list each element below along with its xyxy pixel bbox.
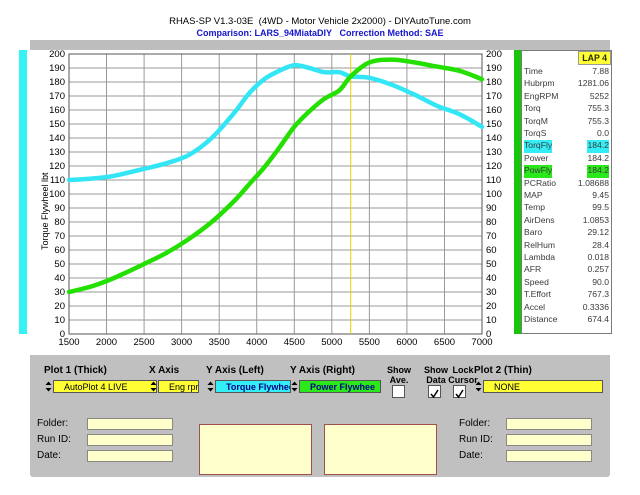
svg-text:5500: 5500 [359,337,380,348]
svg-text:100: 100 [486,189,502,200]
svg-text:200: 200 [49,49,65,60]
svg-text:20: 20 [486,301,497,312]
svg-text:160: 160 [486,105,502,116]
svg-text:90: 90 [486,203,497,214]
svg-text:190: 190 [49,63,65,74]
svg-text:190: 190 [486,63,502,74]
svg-text:180: 180 [49,77,65,88]
svg-text:5000: 5000 [321,337,342,348]
svg-text:70: 70 [54,231,65,242]
svg-text:30: 30 [54,287,65,298]
svg-text:10: 10 [486,315,497,326]
svg-text:70: 70 [486,231,497,242]
svg-text:50: 50 [54,259,65,270]
svg-text:60: 60 [486,245,497,256]
svg-text:200: 200 [486,49,502,60]
svg-text:40: 40 [54,273,65,284]
svg-text:3500: 3500 [209,337,230,348]
svg-text:90: 90 [54,203,65,214]
svg-text:80: 80 [486,217,497,228]
svg-text:110: 110 [50,175,65,186]
svg-text:60: 60 [54,245,65,256]
svg-text:2500: 2500 [134,337,155,348]
svg-text:30: 30 [486,287,497,298]
svg-text:2000: 2000 [96,337,117,348]
svg-text:110: 110 [486,175,501,186]
svg-text:0: 0 [486,329,491,340]
svg-text:20: 20 [54,301,65,312]
svg-text:170: 170 [486,91,502,102]
svg-text:50: 50 [486,259,497,270]
svg-text:150: 150 [486,119,502,130]
svg-text:6500: 6500 [434,337,455,348]
svg-text:1500: 1500 [58,337,79,348]
svg-text:180: 180 [486,77,502,88]
svg-text:120: 120 [486,161,502,172]
svg-text:130: 130 [486,147,502,158]
svg-text:4000: 4000 [246,337,267,348]
svg-text:80: 80 [54,217,65,228]
svg-text:140: 140 [486,133,502,144]
svg-text:4500: 4500 [284,337,305,348]
svg-text:6000: 6000 [396,337,417,348]
svg-text:10: 10 [54,315,65,326]
svg-text:3000: 3000 [171,337,192,348]
svg-text:40: 40 [486,273,497,284]
